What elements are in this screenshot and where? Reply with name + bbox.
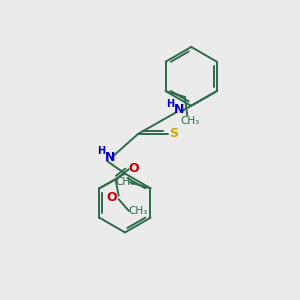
Text: O: O bbox=[107, 190, 117, 204]
Text: H: H bbox=[167, 99, 175, 109]
Text: H: H bbox=[97, 146, 105, 157]
Text: S: S bbox=[169, 127, 178, 140]
Text: N: N bbox=[105, 151, 116, 164]
Text: CH₃: CH₃ bbox=[128, 206, 147, 216]
Text: N: N bbox=[174, 103, 185, 116]
Text: CH₃: CH₃ bbox=[116, 177, 135, 187]
Text: CH₃: CH₃ bbox=[181, 116, 200, 126]
Text: O: O bbox=[128, 162, 139, 175]
